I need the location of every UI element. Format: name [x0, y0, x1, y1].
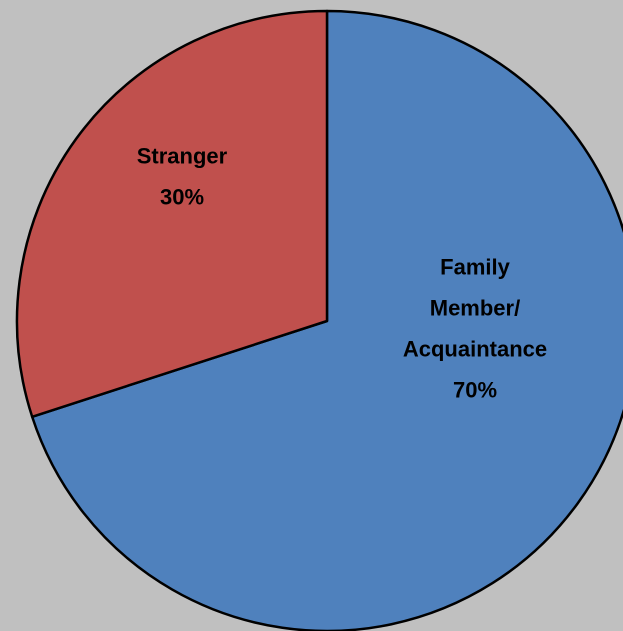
- pie-slice-1: [15, 9, 329, 419]
- labels-layer: Family Member/Acquaintance 70% Stranger 30%: [137, 144, 547, 403]
- slice-category-label: Family: [440, 255, 510, 280]
- slice-label-group-0: Family Member/Acquaintance 70%: [403, 255, 547, 403]
- slice-category-label: Acquaintance: [403, 337, 547, 362]
- slice-label-group-1: Stranger 30%: [137, 144, 228, 210]
- slice-percent-label: 70%: [453, 378, 497, 403]
- slice-category-label: Member/: [430, 296, 520, 321]
- slices-layer: [15, 9, 623, 631]
- slice-percent-label: 30%: [160, 185, 204, 210]
- slice-category-label: Stranger: [137, 144, 228, 169]
